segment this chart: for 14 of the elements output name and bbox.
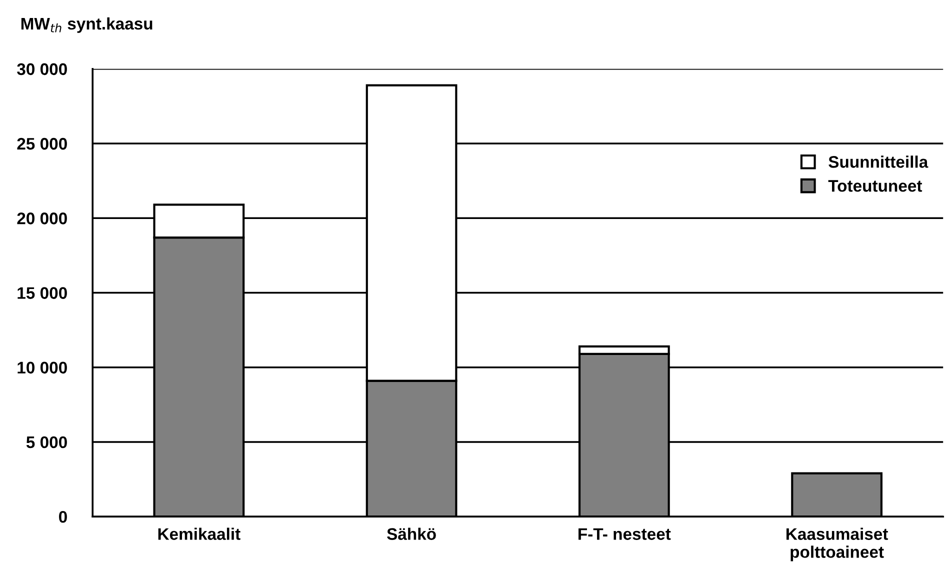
y-axis-title: MW$_{th}$ synt.kaasu <box>21 17 152 33</box>
y-tick-label: 0 <box>59 511 67 523</box>
y-tick-label: 30 000 <box>17 63 67 76</box>
x-tick-label: Sähkö <box>387 528 436 540</box>
y-tick-label: 20 000 <box>17 212 67 224</box>
y-tick-label: 5 000 <box>26 436 67 448</box>
legend-label: Suunnitteilla <box>828 156 928 168</box>
y-tick-label: 25 000 <box>17 138 67 150</box>
legend-label: Toteutuneet <box>828 180 922 192</box>
x-tick-label: Kemikaalit <box>158 528 240 540</box>
y-tick-label: 15 000 <box>18 287 67 299</box>
x-tick-label: F-T- nesteet <box>578 528 671 540</box>
y-tick-label: 10 000 <box>18 362 67 374</box>
x-tick-label: Kaasumaiset polttoaineet <box>786 528 888 562</box>
